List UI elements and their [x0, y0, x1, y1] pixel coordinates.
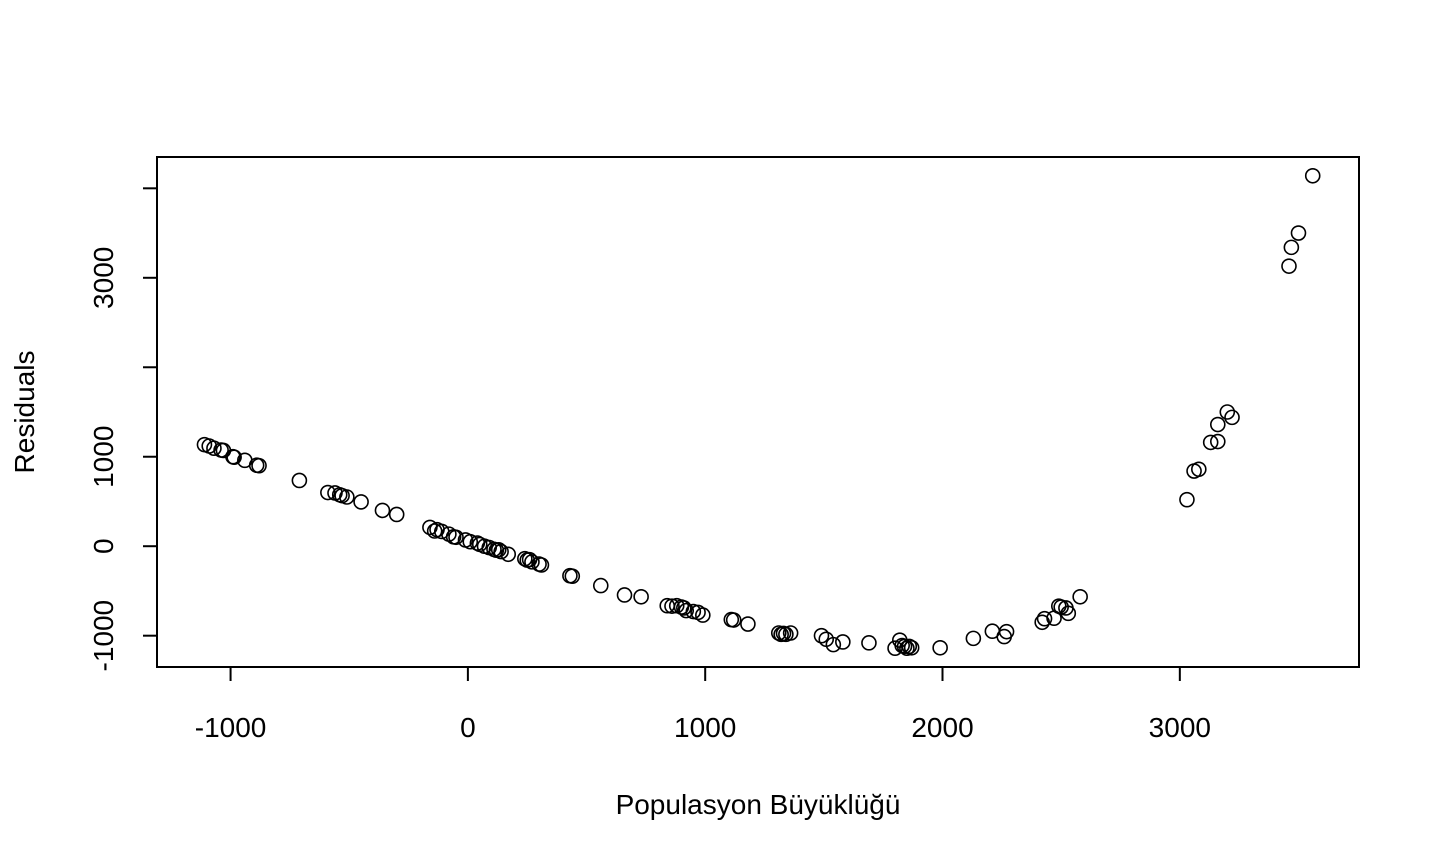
x-axis-title: Populasyon Büyüklüğü: [616, 789, 901, 820]
x-tick-label: 2000: [911, 712, 973, 743]
data-point: [1202, 434, 1219, 451]
data-point: [1179, 491, 1195, 508]
x-axis: -1000 0 1000 2000 3000: [195, 666, 1211, 743]
data-point: [664, 598, 680, 614]
data-point: [564, 568, 581, 584]
y-tick-label: 1000: [88, 426, 119, 488]
data-point: [896, 638, 913, 655]
plot-frame: [156, 156, 1360, 668]
data-point: [825, 636, 842, 653]
data-point: [1304, 167, 1321, 184]
y-tick-label: 0: [88, 538, 119, 554]
data-point: [1281, 258, 1297, 274]
x-tick-label: 1000: [674, 712, 736, 743]
data-point: [320, 484, 336, 501]
data-point: [533, 557, 550, 573]
data-point: [206, 440, 222, 457]
data-point: [770, 625, 787, 641]
data-point: [740, 616, 756, 632]
data-point: [998, 623, 1015, 640]
data-point: [1036, 610, 1053, 627]
data-point: [592, 577, 609, 594]
x-tick-label: -1000: [195, 712, 267, 743]
data-point: [932, 639, 948, 656]
data-point: [1072, 588, 1088, 605]
data-point: [901, 638, 918, 655]
data-point: [678, 602, 695, 619]
data-point: [725, 612, 742, 628]
data-point: [291, 472, 308, 489]
data-point: [1060, 605, 1077, 622]
data-point: [490, 541, 507, 558]
y-tick-label: 3000: [88, 247, 119, 309]
data-point: [835, 634, 851, 650]
data-point: [616, 587, 633, 603]
x-tick-label: 3000: [1149, 712, 1211, 743]
data-point: [500, 546, 517, 563]
data-point: [899, 640, 915, 657]
data-point: [695, 607, 711, 623]
data-point: [493, 543, 509, 560]
data-point: [782, 625, 799, 641]
data-point: [903, 639, 920, 656]
data-point: [1209, 433, 1226, 450]
data-point: [339, 489, 355, 505]
data-point: [1209, 416, 1226, 433]
data-point: [251, 457, 267, 474]
data-point: [1191, 461, 1207, 478]
data-point: [426, 523, 443, 539]
data-point: [1224, 409, 1240, 426]
data-points: [196, 167, 1321, 657]
x-tick-label: 0: [460, 712, 476, 743]
data-point: [462, 533, 479, 550]
data-point: [388, 506, 405, 523]
y-tick-label: -1000: [88, 600, 119, 672]
data-point: [965, 630, 982, 647]
data-point: [1290, 225, 1307, 241]
data-point: [676, 600, 692, 616]
data-point: [1219, 404, 1236, 420]
data-point: [226, 449, 242, 465]
data-point: [448, 529, 464, 546]
data-point: [353, 494, 369, 510]
data-point: [374, 502, 391, 519]
data-point: [633, 588, 649, 605]
y-axis: -1000 0 1000 3000: [88, 187, 158, 672]
data-point: [813, 627, 830, 644]
data-point: [861, 635, 877, 651]
y-axis-title: Residuals: [9, 351, 40, 474]
data-point: [524, 554, 540, 570]
data-point: [1283, 239, 1300, 256]
